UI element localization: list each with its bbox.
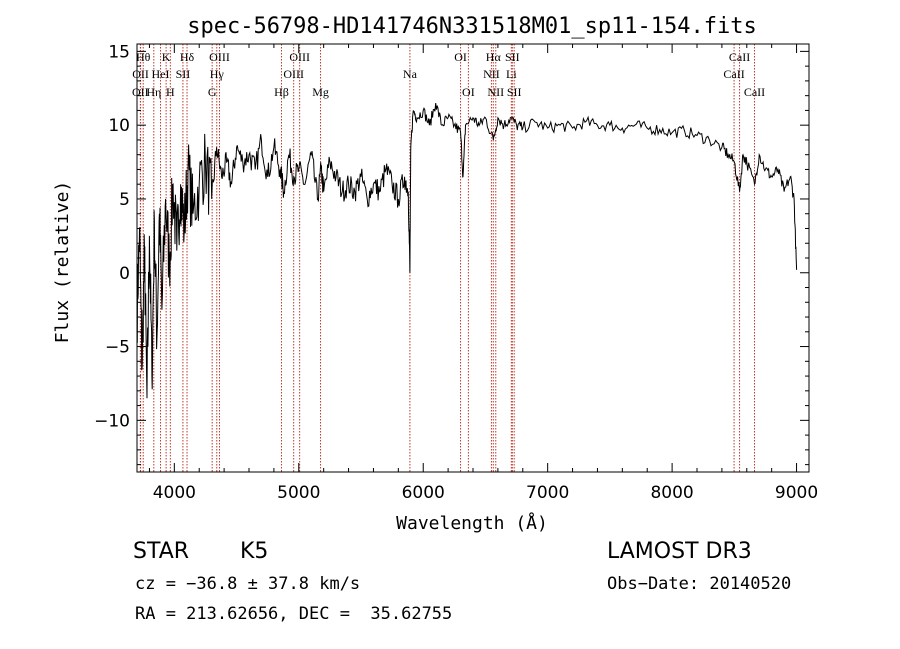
survey-name: LAMOST DR3 [607,539,752,564]
spectral-line-label: OI [454,50,467,64]
spectral-line-label: HeI [152,67,170,81]
spectral-line-label: OIII [289,50,310,64]
spectral-line-label: OII [132,85,149,99]
spectral-line-label: Hη [146,85,161,99]
coordinates: RA = 213.62656, DEC = 35.62755 [135,604,453,624]
spectral-line-label: Hβ [274,85,289,99]
spectral-line-label: NII [483,67,500,81]
y-tick-label: 15 [108,42,130,62]
y-tick-label: 5 [119,190,130,210]
spectral-line-label: OII [132,67,149,81]
spectral-line-label: Hθ [136,50,151,64]
spectral-line-label: SII [507,85,522,99]
series-layer [136,102,798,399]
spectral-line-label: CaII [723,67,744,81]
obs-date: Obs−Date: 20140520 [607,574,792,594]
spectral-lines-layer [139,44,755,472]
spectral-line-label: Hα [486,50,502,64]
y-axis-label: Flux (relative) [52,181,73,344]
line-labels-layer: OIIHθOIIHηHeIKHSIIHδGOIIIHγHβOIIIOIIIMgN… [132,50,765,99]
x-tick-label: 8000 [650,483,693,503]
x-tick-label: 5000 [277,483,320,503]
x-tick-label: 6000 [402,483,445,503]
x-tick-label: 7000 [526,483,569,503]
chart-title: spec-56798-HD141746N331518M01_sp11-154.f… [187,14,757,39]
y-tick-label: −5 [105,338,130,358]
object-subclass: K5 [240,539,269,564]
y-tick-label: −10 [94,411,130,431]
spectral-line-label: CaII [729,50,750,64]
ticks-layer: 4000 5000 6000 7000 8000 9000 −10 −5 0 5 10 15 [94,42,818,503]
y-tick-label: 0 [119,264,130,284]
plot-frame [136,43,810,473]
spectral-line-label: H [166,85,175,99]
spectral-line-label: Li [506,67,517,81]
spectral-line-label: SII [176,67,191,81]
spectral-line-label: Na [403,67,418,81]
x-tick-label: 9000 [775,483,818,503]
x-axis-label: Wavelength (Å) [396,512,548,534]
spectral-line-label: Hγ [210,67,225,81]
spectral-line-label: Hδ [180,50,195,64]
spectral-line-label: SII [505,50,520,64]
series-line-flux [136,102,798,399]
spectral-line-label: K [162,50,171,64]
x-tick-label: 4000 [153,483,196,503]
spectral-line-label: G [208,85,217,99]
object-class: STAR [133,539,190,564]
spectral-line-label: NII [487,85,504,99]
spectral-line-label: OIII [283,67,304,81]
spectral-line-label: Mg [312,85,329,99]
spectral-line-label: OI [462,85,475,99]
spectral-line-label: OIII [209,50,230,64]
redshift-readout: cz = −36.8 ± 37.8 km/s [135,574,361,594]
spectral-line-label: CaII [744,85,765,99]
y-tick-label: 10 [108,116,130,136]
